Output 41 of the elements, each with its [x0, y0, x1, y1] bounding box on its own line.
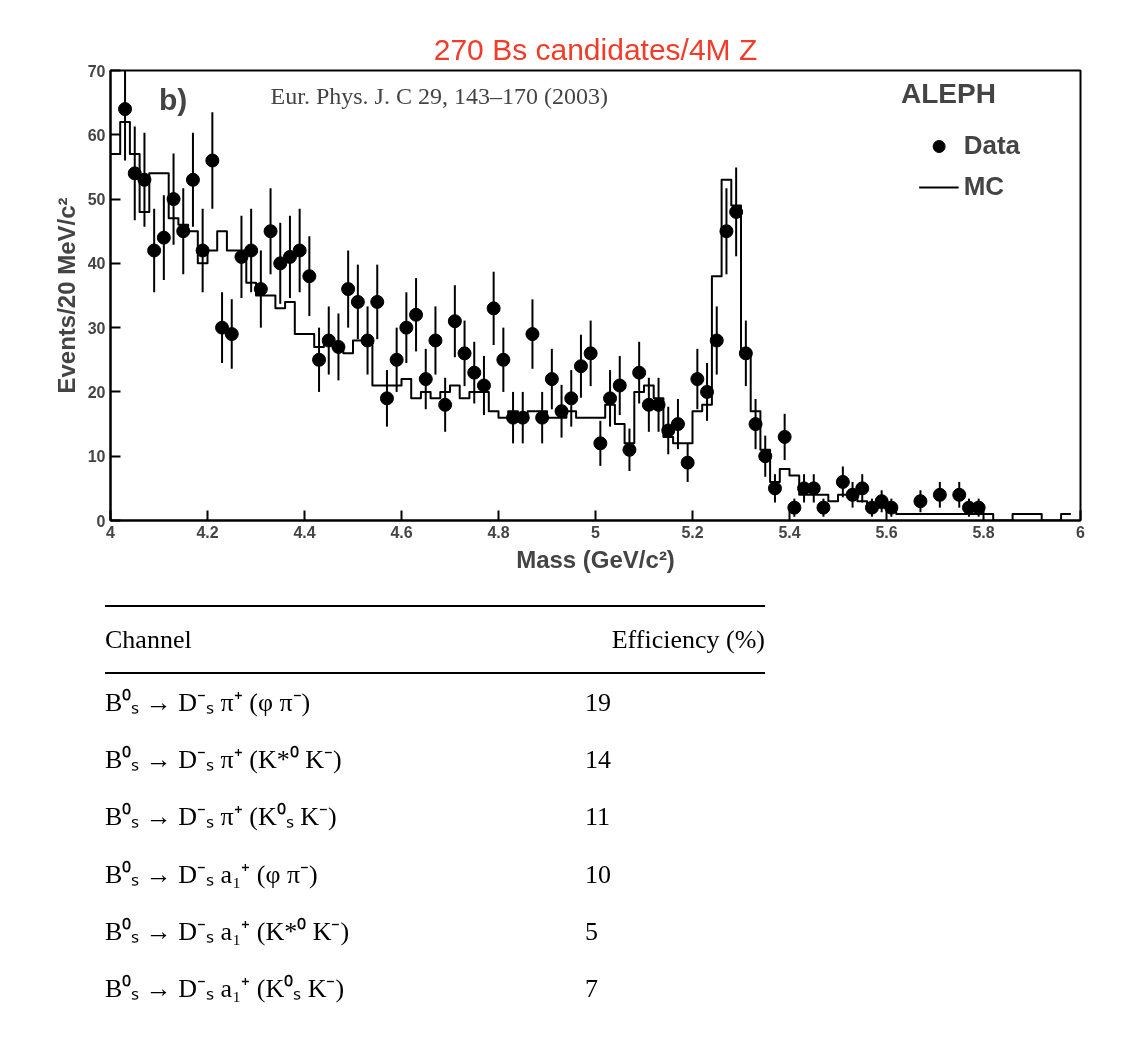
text: 19	[585, 687, 611, 720]
x-tick-label: 5.6	[875, 523, 898, 541]
y-tick-label: 0	[96, 512, 106, 530]
x-tick-label: 5	[591, 523, 601, 541]
x-tick-label: 6	[1076, 523, 1086, 541]
x-axis-title: Mass (GeV/c²)	[516, 545, 675, 573]
x-tick-label: 4	[106, 523, 116, 541]
text: B⁰ₛ → D⁻ₛ π⁺ (φ π⁻)	[105, 687, 312, 720]
chart-title: 270 Bs candidates/4M Z	[433, 32, 758, 66]
y-tick-label: 20	[87, 383, 106, 401]
legend-label: Data	[963, 130, 1020, 161]
text: 10	[585, 858, 611, 891]
text: 5	[585, 915, 598, 948]
annotation: b)	[159, 82, 188, 116]
text: B⁰ₛ → D⁻ₛ π⁺ (K⁰ₛ K⁻)	[105, 801, 338, 834]
text: B⁰ₛ → D⁻ₛ a₁⁺ (φ π⁻)	[105, 858, 319, 891]
text: Efficiency (%)	[611, 624, 765, 656]
x-tick-label: 5.8	[972, 523, 995, 541]
text: 7	[585, 972, 598, 1005]
legend-label: MC	[963, 171, 1005, 202]
text: 14	[585, 744, 611, 777]
text: B⁰ₛ → D⁻ₛ π⁺ (K*⁰ K⁻)	[105, 744, 343, 777]
text: B⁰ₛ → D⁻ₛ a₁⁺ (K*⁰ K⁻)	[105, 915, 351, 948]
annotation: Eur. Phys. J. C 29, 143–170 (2003)	[270, 83, 608, 110]
text: 11	[585, 801, 611, 834]
y-tick-label: 30	[87, 319, 106, 337]
x-tick-label: 4.8	[487, 523, 510, 541]
y-tick-label: 50	[87, 191, 106, 209]
y-tick-label: 60	[87, 126, 106, 144]
x-tick-label: 4.2	[196, 523, 219, 541]
y-tick-label: 70	[87, 62, 106, 80]
y-tick-label: 40	[87, 255, 106, 273]
y-axis-title: Events/20 MeV/c²	[52, 197, 80, 394]
x-tick-label: 5.4	[778, 523, 801, 541]
annotation: ALEPH	[901, 78, 996, 110]
x-tick-label: 4.6	[390, 523, 413, 541]
x-tick-label: 4.4	[293, 523, 316, 541]
text: Channel	[105, 624, 192, 656]
text: B⁰ₛ → D⁻ₛ a₁⁺ (K⁰ₛ K⁻)	[105, 972, 346, 1005]
x-tick-label: 5.2	[681, 523, 704, 541]
y-tick-label: 10	[87, 448, 106, 466]
